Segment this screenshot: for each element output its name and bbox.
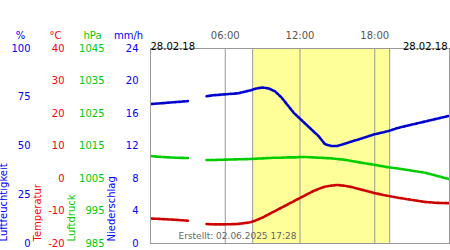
svg-text:18:00: 18:00: [360, 30, 389, 41]
svg-text:Erstellt: 02.06.2025 17:28: Erstellt: 02.06.2025 17:28: [179, 231, 297, 241]
svg-text:1025: 1025: [79, 108, 104, 119]
svg-text:995: 995: [85, 205, 104, 216]
svg-text:24: 24: [126, 43, 139, 54]
svg-text:40: 40: [52, 43, 65, 54]
svg-text:30: 30: [52, 75, 65, 86]
svg-text:mm/h: mm/h: [114, 30, 143, 41]
svg-text:4: 4: [132, 205, 138, 216]
svg-text:-20: -20: [48, 238, 64, 249]
svg-text:Niederschlag: Niederschlag: [106, 176, 117, 241]
svg-text:1015: 1015: [79, 140, 104, 151]
svg-text:12:00: 12:00: [286, 30, 315, 41]
svg-text:1005: 1005: [79, 173, 104, 184]
svg-text:20: 20: [52, 108, 65, 119]
svg-text:°C: °C: [50, 30, 62, 41]
svg-text:28.02.18: 28.02.18: [151, 41, 196, 52]
svg-text:1045: 1045: [79, 43, 104, 54]
svg-text:0: 0: [24, 238, 30, 249]
svg-text:1035: 1035: [79, 75, 104, 86]
svg-text:%: %: [16, 30, 26, 41]
svg-text:985: 985: [85, 238, 104, 249]
svg-text:75: 75: [18, 91, 31, 102]
svg-text:-10: -10: [48, 205, 64, 216]
svg-text:0: 0: [58, 173, 64, 184]
svg-text:8: 8: [132, 173, 138, 184]
svg-text:28.02.18: 28.02.18: [403, 41, 448, 52]
svg-text:12: 12: [126, 140, 139, 151]
svg-text:20: 20: [126, 75, 139, 86]
svg-text:hPa: hPa: [83, 30, 101, 41]
svg-text:25: 25: [18, 189, 31, 200]
svg-text:Luftfeuchtigkeit: Luftfeuchtigkeit: [0, 163, 9, 241]
svg-text:10: 10: [52, 140, 65, 151]
svg-text:06:00: 06:00: [211, 30, 240, 41]
svg-text:Luftdruck: Luftdruck: [66, 194, 77, 241]
svg-text:0: 0: [132, 238, 138, 249]
svg-text:16: 16: [126, 108, 139, 119]
svg-text:Temperatur: Temperatur: [32, 183, 43, 242]
svg-text:50: 50: [18, 140, 31, 151]
svg-text:100: 100: [11, 43, 30, 54]
